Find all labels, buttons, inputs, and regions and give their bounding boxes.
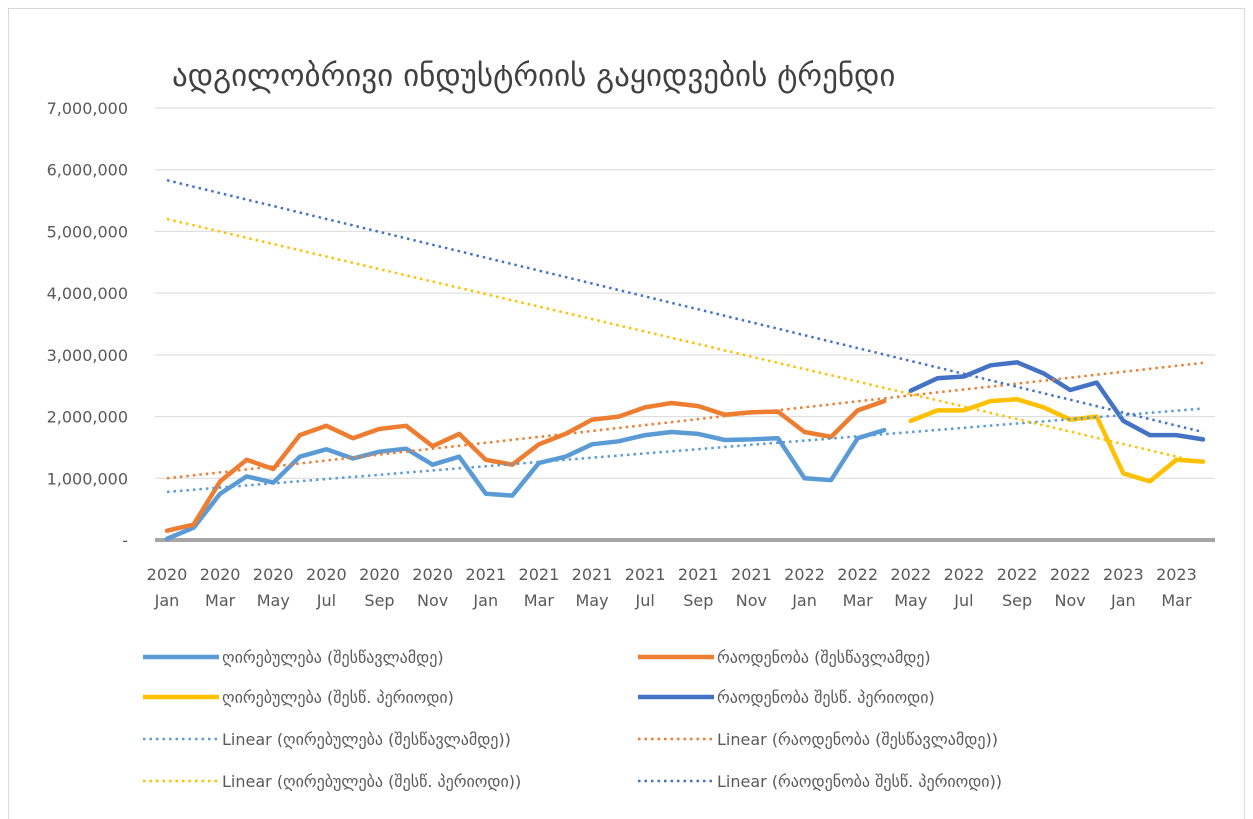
y-tick-label: - [122,531,128,550]
x-tick-label: 2022 Nov [1050,565,1091,610]
y-tick-label: 2,000,000 [47,408,128,427]
trend-line [166,407,1204,494]
legend-label: Linear (რაოდენობა (შესწავლამდე)) [717,730,998,749]
series-line [908,360,1206,442]
y-tick-label: 7,000,000 [47,99,128,118]
series-line [164,427,887,542]
x-tick-label: 2020 Nov [412,565,453,610]
series-line [908,397,1206,484]
legend-label: რაოდენობა (შესწავლამდე) [717,648,931,667]
legend-label: Linear (რაოდენობა შესწ. პერიოდი)) [717,772,1002,791]
trend-line [166,178,1204,434]
x-tick-label: 2021 May [572,565,613,610]
x-tick-label: 2023 Jan [1103,565,1144,610]
x-tick-label: 2021 Sep [678,565,719,610]
y-tick-label: 4,000,000 [47,284,128,303]
x-tick-label: 2020 Sep [359,565,400,610]
trend-line [166,217,1204,465]
series-line [164,398,887,533]
x-tick-label: 2020 Jul [306,565,347,610]
legend-label: Linear (ღირებულება (შესწავლამდე)) [222,730,511,749]
x-tick-label: 2022 Mar [837,565,878,610]
legend-label: Linear (ღირებულება (შესწ. პერიოდი)) [222,772,521,791]
legend-label: ღირებულება (შესწ. პერიოდი) [222,688,454,707]
x-tick-label: 2021 Nov [731,565,772,610]
x-tick-label: 2023 Mar [1156,565,1197,610]
x-tick-label: 2021 Mar [519,565,560,610]
x-tick-label: 2020 Jan [147,565,188,610]
y-tick-label: 3,000,000 [47,346,128,365]
chart-title: ადგილობრივი ინდუსტრიის გაყიდვების ტრენდი [172,58,895,94]
legend-label: რაოდენობა შესწ. პერიოდი) [717,688,935,707]
y-tick-label: 5,000,000 [47,222,128,241]
x-tick-label: 2022 Sep [997,565,1038,610]
x-tick-label: 2022 May [890,565,931,610]
x-tick-label: 2021 Jan [465,565,506,610]
x-tick-label: 2022 Jul [944,565,985,610]
trend-line [166,361,1204,480]
x-tick-label: 2020 May [253,565,294,610]
y-tick-label: 1,000,000 [47,469,128,488]
x-tick-label: 2022 Jan [784,565,825,610]
y-tick-label: 6,000,000 [47,161,128,180]
legend-label: ღირებულება (შესწავლამდე) [222,648,444,667]
x-tick-label: 2020 Mar [200,565,241,610]
x-tick-label: 2021 Jul [625,565,666,610]
